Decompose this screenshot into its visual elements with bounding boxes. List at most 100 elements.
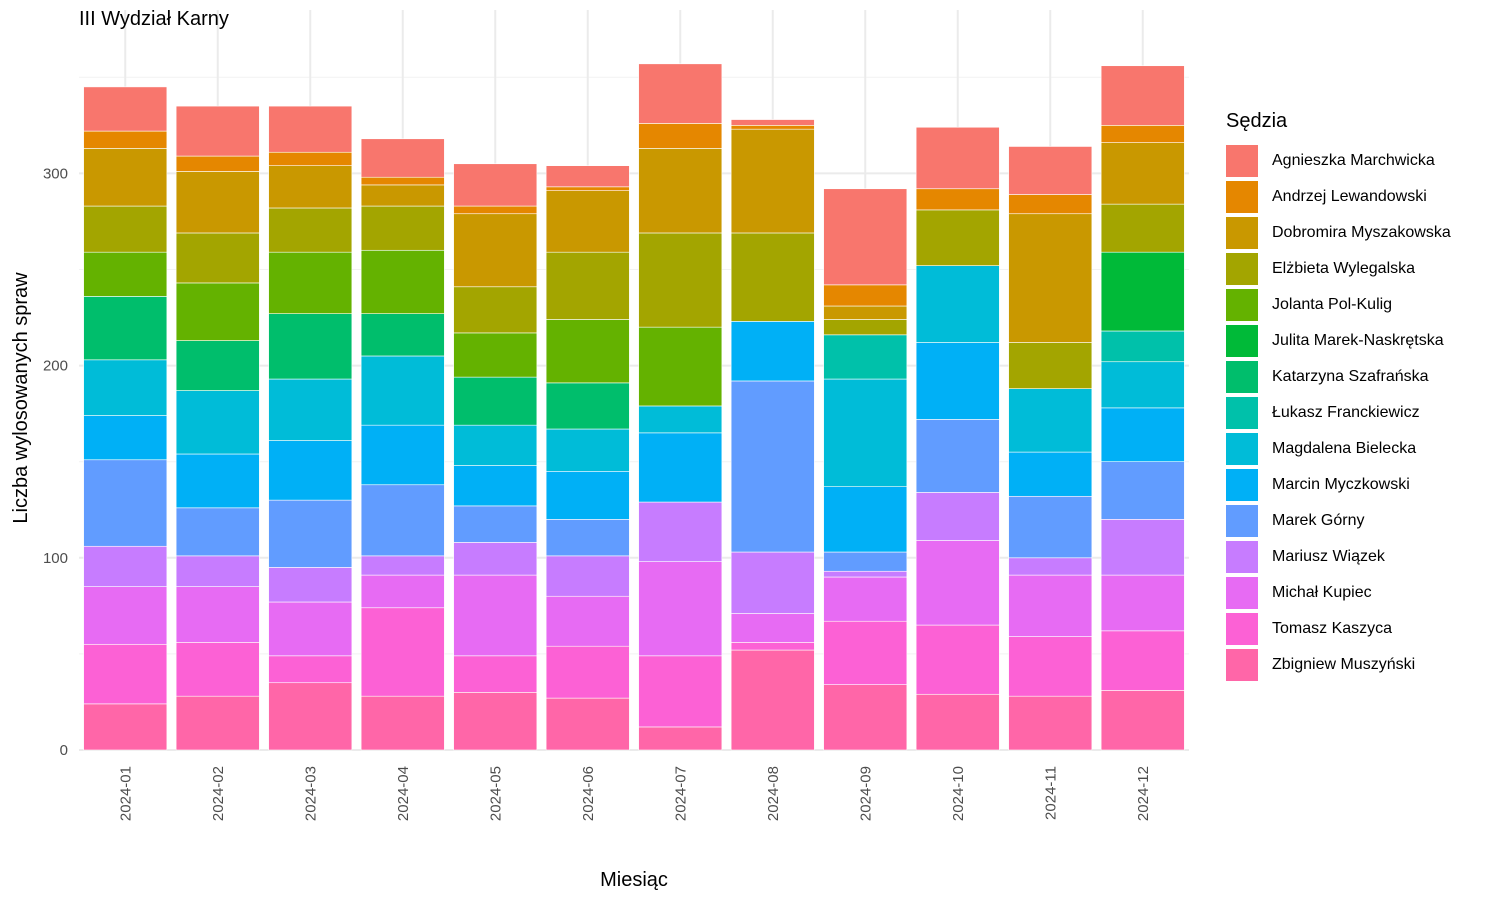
bar-segment	[453, 655, 538, 693]
x-tick-label: 2024-03	[302, 766, 319, 821]
x-tick-label: 2024-05	[487, 766, 504, 821]
bar-segment	[545, 428, 630, 472]
bar-segment	[638, 405, 723, 434]
legend-item: Tomasz Kaszyca	[1226, 611, 1451, 647]
bar-segment	[915, 209, 1000, 266]
bar-segment	[823, 486, 908, 553]
bar-segment	[823, 576, 908, 622]
bar-segment	[360, 184, 445, 207]
bar-segment	[175, 171, 260, 234]
y-axis-title: Liczba wylosowanych spraw	[10, 272, 32, 524]
legend-swatch	[1226, 145, 1258, 177]
legend-item: Jolanta Pol-Kulig	[1226, 287, 1451, 323]
bar-segment	[1100, 203, 1185, 253]
legend-swatch	[1226, 253, 1258, 285]
bar-segment	[268, 655, 353, 684]
bar-segment	[175, 390, 260, 455]
bar-segment	[360, 138, 445, 178]
bar-segment	[268, 251, 353, 314]
bar-segment	[823, 284, 908, 307]
x-tick-label: 2024-04	[395, 766, 412, 821]
bar-segment	[360, 249, 445, 314]
bar-segment	[175, 282, 260, 341]
bar-segment	[175, 555, 260, 587]
legend-label: Agnieszka Marchwicka	[1272, 152, 1435, 169]
bar-segment	[453, 213, 538, 288]
bar-segment	[638, 232, 723, 328]
bar-segment	[83, 251, 168, 297]
legend-item: Andrzej Lewandowski	[1226, 179, 1451, 215]
legend-swatch	[1226, 541, 1258, 573]
bar-segment	[1100, 690, 1185, 751]
bar-segment	[545, 319, 630, 384]
bar-segment	[638, 63, 723, 124]
bar-segment	[268, 105, 353, 153]
x-tick-label: 2024-02	[210, 766, 227, 821]
x-tick-label: 2024-08	[765, 766, 782, 821]
x-tick-label: 2024-06	[580, 766, 597, 821]
bar-segment	[915, 342, 1000, 420]
bar-segment	[1008, 451, 1093, 497]
bar-segment	[1008, 342, 1093, 389]
bar-segment	[545, 645, 630, 699]
bar-segment	[453, 465, 538, 507]
bar-segment	[638, 561, 723, 657]
legend-item: Magdalena Bielecka	[1226, 431, 1451, 467]
x-tick-label: 2024-01	[117, 766, 134, 821]
bar-segment	[1008, 495, 1093, 559]
bar-segment	[268, 601, 353, 657]
legend-item: Łukasz Franckiewicz	[1226, 395, 1451, 431]
bar-segment	[545, 555, 630, 597]
bar-segment	[1008, 557, 1093, 576]
bar-segment	[1008, 695, 1093, 751]
bar-segment	[268, 313, 353, 380]
bar-segment	[1100, 251, 1185, 332]
legend-item: Julita Marek-Naskrętska	[1226, 323, 1451, 359]
bar-segment	[545, 697, 630, 751]
bar-segment	[83, 415, 168, 461]
bar-segment	[360, 176, 445, 186]
legend-swatch	[1226, 649, 1258, 681]
bar-segment	[360, 555, 445, 576]
x-tick-label: 2024-09	[857, 766, 874, 821]
legend-label: Marcin Myczkowski	[1272, 476, 1410, 493]
bar-segment	[453, 574, 538, 657]
bar-segment	[545, 186, 630, 191]
x-tick-label: 2024-10	[950, 766, 967, 821]
bar-segment	[175, 507, 260, 557]
legend-label: Jolanta Pol-Kulig	[1272, 296, 1393, 313]
bar-segment	[175, 105, 260, 157]
bar-segment	[545, 519, 630, 557]
bar-segment	[1100, 361, 1185, 409]
bar-segment	[730, 321, 815, 382]
bar-segment	[453, 424, 538, 466]
bar-segment	[545, 165, 630, 188]
bars	[83, 63, 1185, 751]
bar-segment	[638, 148, 723, 234]
legend-label: Elżbieta Wylegalska	[1272, 260, 1416, 277]
bar-segment	[175, 642, 260, 697]
bar-segment	[268, 682, 353, 751]
bar-segment	[83, 459, 168, 547]
bar-segment	[83, 703, 168, 751]
bar-segment	[83, 643, 168, 705]
bar-segment	[360, 607, 445, 697]
bar-segment	[915, 188, 1000, 211]
legend-swatch	[1226, 577, 1258, 609]
bar-segment	[1100, 519, 1185, 576]
bar-segment	[730, 128, 815, 234]
bar-segment	[915, 492, 1000, 541]
legend-item: Katarzyna Szafrańska	[1226, 359, 1451, 395]
legend-swatch	[1226, 613, 1258, 645]
bar-segment	[268, 440, 353, 501]
bar-segment	[1008, 636, 1093, 697]
bar-segment	[1100, 630, 1185, 691]
bar-segment	[453, 163, 538, 207]
bar-segment	[175, 340, 260, 391]
bar-segment	[453, 205, 538, 215]
bar-segment	[823, 684, 908, 751]
x-axis-title: Miesiąc	[600, 869, 668, 891]
bar-segment	[730, 119, 815, 126]
legend-label: Tomasz Kaszyca	[1272, 620, 1393, 637]
bar-segment	[453, 286, 538, 334]
